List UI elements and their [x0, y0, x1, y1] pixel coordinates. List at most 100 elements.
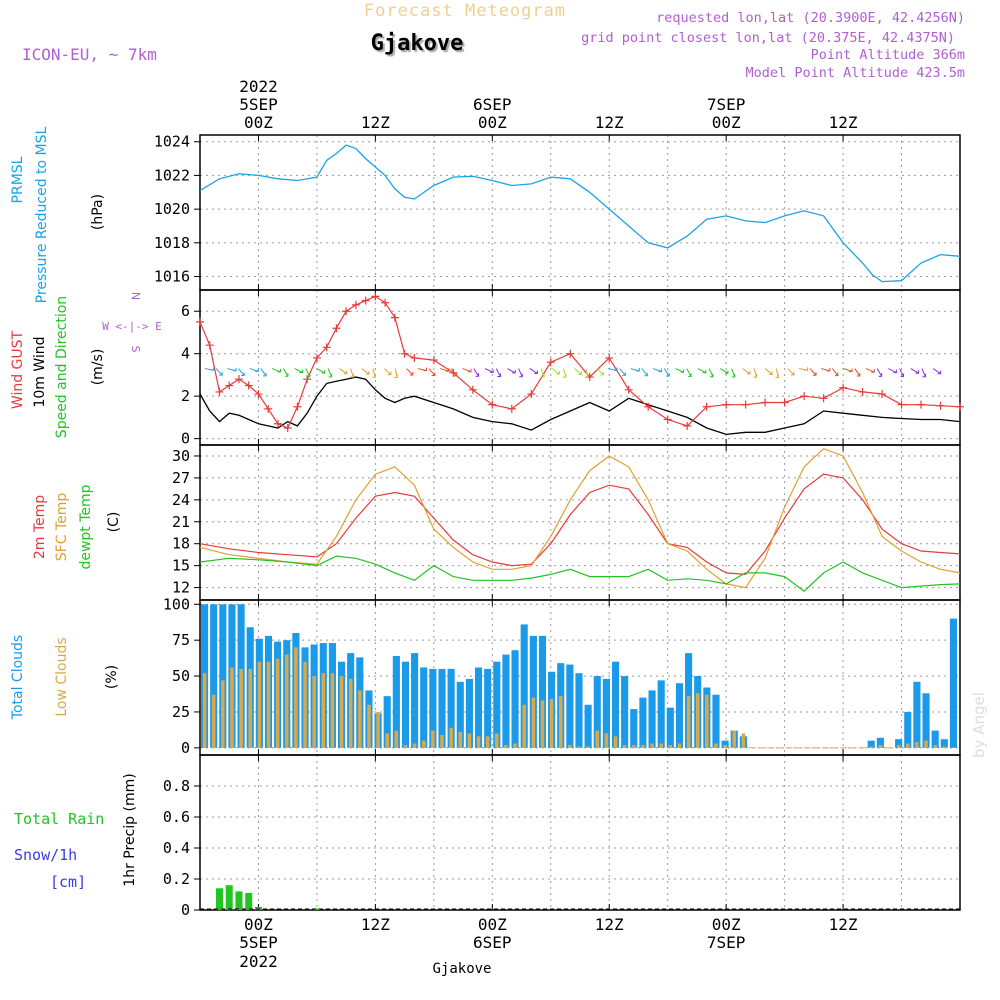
low-cloud-bar: [440, 734, 444, 748]
rain-bar: [245, 892, 253, 910]
wind-direction-arrow: [831, 368, 839, 377]
footer-location: Gjakove: [432, 961, 491, 977]
rain-bar: [313, 908, 321, 910]
wind-direction-arrow: [473, 368, 480, 377]
gust-marker: [644, 402, 653, 411]
total-cloud-bar: [529, 635, 537, 748]
low-cloud-bar: [577, 746, 581, 748]
watermark: by Angel: [970, 692, 988, 758]
gust-marker: [351, 300, 360, 309]
low-cloud-bar: [513, 743, 517, 748]
total-cloud-bar: [639, 697, 647, 748]
wind-direction-arrow: [361, 368, 370, 375]
y-tick-label: 4: [181, 345, 190, 363]
snow-legend: Snow/1h: [14, 846, 77, 864]
wind-direction-arrow: [271, 368, 281, 373]
gust-marker: [566, 349, 575, 358]
wind-direction-arrow: [316, 368, 326, 374]
total-cloud-bar: [721, 740, 729, 748]
total-cloud-bar: [392, 655, 400, 748]
wind-direction-arrow: [854, 368, 861, 377]
y-tick-label: 18: [172, 535, 190, 553]
wind-direction-arrow: [227, 367, 237, 372]
low-cloud-bar: [695, 693, 700, 748]
low-cloud-bar: [905, 743, 910, 748]
low-cloud-bar: [312, 676, 316, 748]
bottom-date-label: 7SEP: [707, 933, 746, 952]
total-cloud-bar: [913, 681, 921, 748]
y-tick-label: 12: [172, 579, 190, 597]
wind-label: 10m Wind: [32, 336, 48, 407]
low-cloud-bar: [933, 744, 937, 748]
gust-marker: [702, 402, 711, 411]
panel-frame: [199, 444, 961, 601]
rain-bar: [235, 891, 243, 910]
top-time-label: 00Z: [478, 113, 507, 132]
gust-marker: [936, 401, 945, 410]
total-cloud-bar: [949, 618, 957, 748]
low-cloud-bar: [915, 742, 919, 748]
total-cloud-bar: [666, 707, 674, 748]
gust-marker: [322, 343, 331, 352]
low-cloud-bar: [549, 699, 554, 748]
gust-marker: [683, 421, 692, 430]
wind-direction-arrow: [294, 368, 304, 374]
low-cloud-bar: [257, 661, 262, 748]
wind-direction-arrow: [675, 368, 685, 373]
wind-gust-line: [199, 295, 961, 429]
wind-direction-arrow: [910, 368, 920, 374]
low-cloud-bar: [540, 700, 545, 748]
total-cloud-bar: [420, 667, 428, 748]
low-cloud-bar: [878, 744, 883, 748]
low-cloud-bar: [495, 733, 499, 748]
low-cloud-bar: [531, 697, 536, 748]
total-cloud-bar: [931, 730, 939, 748]
wind-direction-arrow: [731, 368, 736, 378]
wind-speed-line: [199, 376, 961, 436]
y-tick-label: 50: [172, 667, 190, 685]
y-tick-label: 2: [181, 387, 190, 405]
low-cloud-bar: [869, 746, 874, 748]
top-time-label: 00Z: [244, 113, 273, 132]
low-cloud-bar: [723, 744, 727, 748]
low-cloud-bar: [604, 733, 609, 748]
low-cloud-bar: [248, 668, 253, 748]
total-cloud-bar: [438, 668, 446, 748]
total-cloud-bar: [566, 664, 574, 748]
wind-direction-arrow: [428, 368, 436, 376]
low-cloud-bar: [595, 730, 600, 748]
pressure-label: Pressure Reduced to MSL: [34, 126, 50, 303]
pressure-unit: (hPa): [90, 194, 106, 230]
low-cloud-bar: [367, 704, 371, 748]
wind-direction-arrow: [663, 368, 670, 377]
total-cloud-bar: [648, 690, 656, 748]
wind-direction-arrow: [865, 368, 875, 373]
low-cloud-bar: [202, 673, 207, 748]
panel-wind: 0 2 4 6 Wind GUST 10m Wind Speed and Direction…: [10, 289, 964, 448]
gust-marker: [342, 307, 351, 316]
bottom-year-label: 2022: [239, 952, 278, 971]
panel-temperature: 12 15 18 21 24 27 30 2m Temp SFC Temp dewpt Temp (…: [32, 444, 961, 601]
gust-marker: [332, 324, 341, 333]
total-cloud-bar: [602, 678, 610, 748]
gust-marker: [897, 400, 906, 409]
low-cloud-bar: [385, 733, 389, 748]
wind-direction-arrow: [327, 368, 333, 378]
wind-direction-arrow: [215, 368, 223, 376]
wind-direction-arrow: [608, 367, 618, 371]
total-cloud-bar: [484, 668, 492, 748]
total-cloud-bar: [904, 711, 912, 748]
wind-unit: (m/s): [90, 349, 106, 386]
total-cloud-bar: [474, 667, 483, 748]
wind-direction-arrow: [450, 368, 458, 377]
total-cloud-bar: [401, 661, 410, 748]
y-tick-label: 0: [181, 901, 190, 919]
bottom-time-label: 00Z: [712, 915, 741, 934]
low-cloud-bar: [431, 730, 435, 748]
y-tick-label: 1024: [154, 133, 190, 151]
gust-marker: [722, 400, 731, 409]
dewpt-label: dewpt Temp: [78, 484, 94, 569]
panel-pressure: 1016 1018 1020 1022 1024 PRMSL Pressure Reduce…: [10, 126, 961, 303]
total-cloud-bar: [675, 683, 684, 748]
rain-bar: [254, 906, 262, 910]
